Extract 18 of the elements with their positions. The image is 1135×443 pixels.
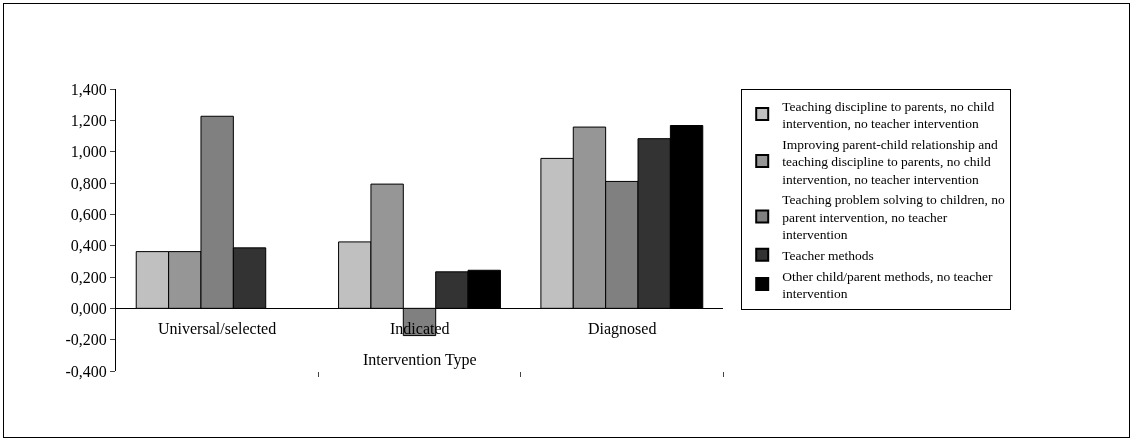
y-tick-label: 0,600 (70, 205, 107, 223)
y-tick-label: 0,400 (70, 237, 107, 255)
legend-label: Teaching problem solving to children, no parent intervention, no teacher intervention (782, 192, 1005, 243)
y-tick-label: 1,200 (70, 111, 107, 129)
legend-label: Improving parent-child relationship and teaching discipline to parents, no child intervention, no teacher intervention (782, 136, 999, 187)
y-tick-label: 1,400 (70, 80, 107, 98)
y-tick-label: 0,800 (70, 174, 107, 192)
y-tick-label: 1,000 (70, 143, 107, 161)
y-tick-label: 0,000 (70, 299, 107, 317)
y-tick-label: -0,200 (65, 331, 107, 349)
x-tick-label: Universal/selected (158, 320, 277, 337)
y-tick-label: -0,400 (65, 362, 107, 380)
legend-label: Teaching discipline to parents, no child intervention, no teacher intervention (782, 98, 995, 132)
y-tick-label: 0,200 (70, 268, 107, 286)
x-tick-label: Diagnosed (588, 320, 657, 338)
legend-label: Teacher methods (782, 247, 874, 263)
legend-label: Other child/parent methods, no teacher intervention (782, 268, 994, 302)
x-axis-title: Intervention Type (363, 351, 477, 369)
